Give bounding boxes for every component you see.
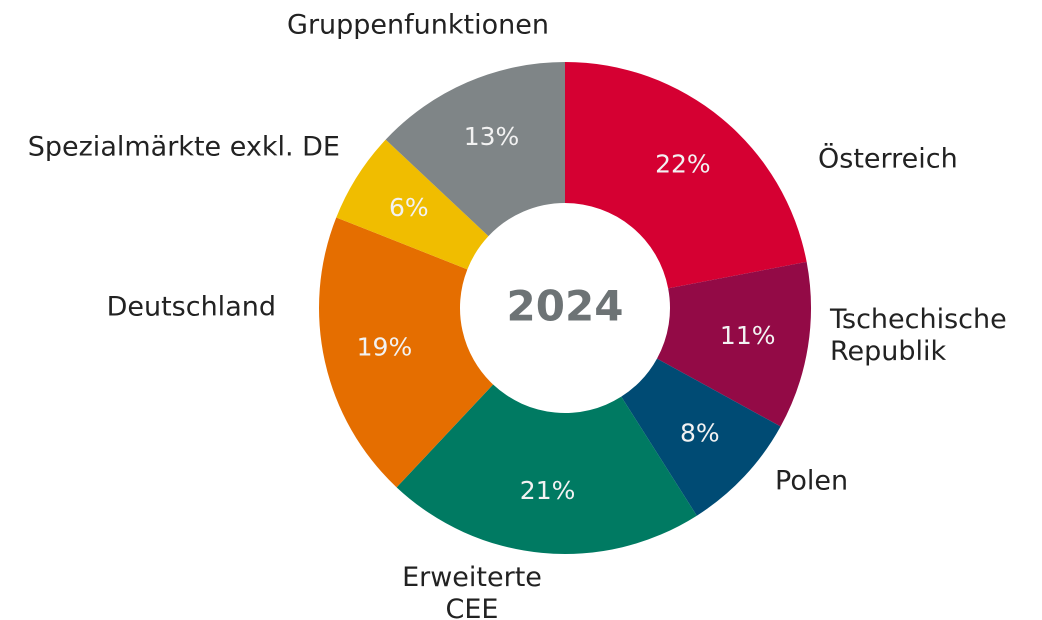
center-label: 2024 bbox=[507, 282, 624, 331]
donut-segment bbox=[385, 62, 565, 237]
category-label: Spezialmärkte exkl. DE bbox=[28, 132, 340, 163]
donut-segment bbox=[396, 384, 697, 554]
value-label: 22% bbox=[655, 149, 711, 178]
donut-segment bbox=[657, 261, 811, 427]
donut-segment bbox=[565, 62, 807, 289]
donut-segment bbox=[318, 217, 494, 488]
category-label: Polen bbox=[775, 466, 848, 497]
value-label: 11% bbox=[720, 321, 776, 350]
value-label: 19% bbox=[357, 332, 413, 361]
category-label: Erweiterte CEE bbox=[402, 562, 542, 620]
category-label: Tschechische Republik bbox=[829, 304, 1007, 367]
donut-segment bbox=[621, 358, 781, 516]
value-label: 6% bbox=[389, 193, 429, 222]
category-label: Österreich bbox=[818, 143, 958, 175]
category-label: Gruppenfunktionen bbox=[287, 10, 549, 41]
category-label: Deutschland bbox=[107, 292, 276, 323]
value-label: 8% bbox=[680, 419, 720, 448]
donut-segment bbox=[336, 139, 489, 270]
value-label: 21% bbox=[520, 476, 576, 505]
value-label: 13% bbox=[464, 122, 520, 151]
